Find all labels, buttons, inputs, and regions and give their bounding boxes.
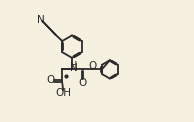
Text: N: N: [70, 63, 77, 73]
Text: N: N: [37, 15, 44, 25]
Text: H: H: [70, 61, 77, 71]
Text: O: O: [88, 61, 96, 71]
Text: OH: OH: [56, 88, 72, 98]
Text: O: O: [47, 75, 55, 85]
Text: O: O: [79, 78, 87, 88]
